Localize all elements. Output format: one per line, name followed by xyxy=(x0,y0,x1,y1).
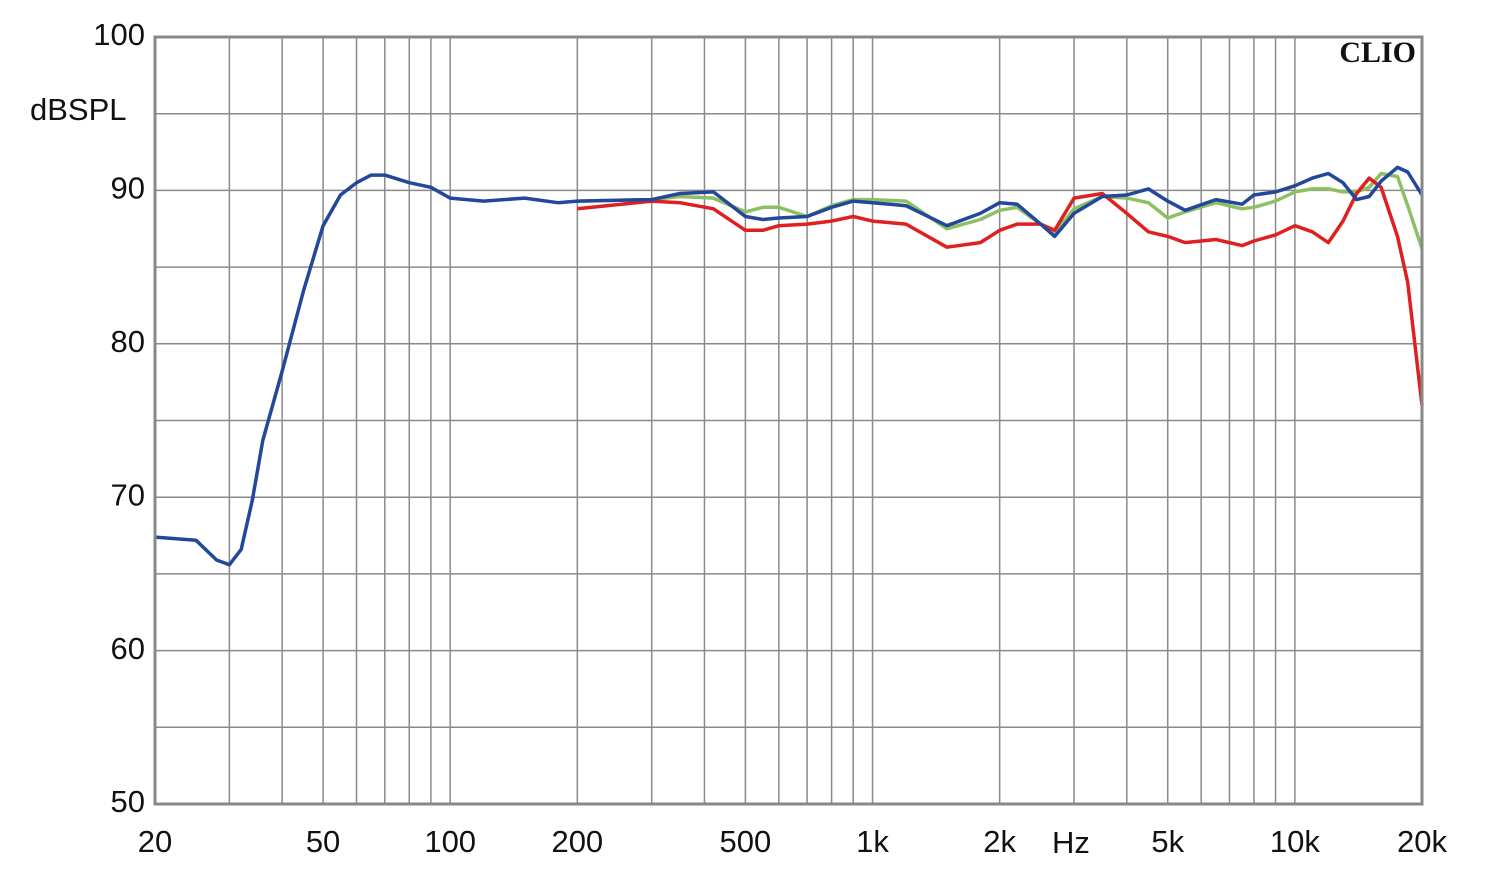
y-tick-label: 90 xyxy=(111,171,145,206)
series-line xyxy=(577,171,1424,250)
x-tick-label: 2k xyxy=(983,824,1016,859)
y-tick-label: 50 xyxy=(111,784,145,819)
x-tick-label: 20 xyxy=(138,824,172,859)
tick-labels: 50 60 70 80 90 100 20 50 100 200 500 1k 2k 5k 10k 20k xyxy=(93,17,1447,859)
x-tick-label: 5k xyxy=(1151,824,1184,859)
series-line xyxy=(577,176,1424,406)
x-tick-label: 100 xyxy=(424,824,476,859)
y-axis-label: dBSPL xyxy=(30,92,127,127)
x-tick-label: 1k xyxy=(856,824,889,859)
y-tick-label: 70 xyxy=(111,477,145,512)
watermark: CLIO xyxy=(1339,36,1416,69)
plot-frame xyxy=(153,35,1424,806)
series-line xyxy=(154,165,1424,567)
x-tick-label: 500 xyxy=(720,824,772,859)
y-tick-label: 100 xyxy=(93,17,145,52)
grid xyxy=(154,36,1423,805)
x-tick-label: 200 xyxy=(551,824,603,859)
x-tick-label: 10k xyxy=(1270,824,1320,859)
x-tick-label: 50 xyxy=(306,824,340,859)
y-tick-label: 60 xyxy=(111,631,145,666)
x-axis-label: Hz xyxy=(1052,825,1090,860)
x-tick-label: 20k xyxy=(1397,824,1447,859)
lines xyxy=(154,165,1424,567)
y-tick-label: 80 xyxy=(111,324,145,359)
